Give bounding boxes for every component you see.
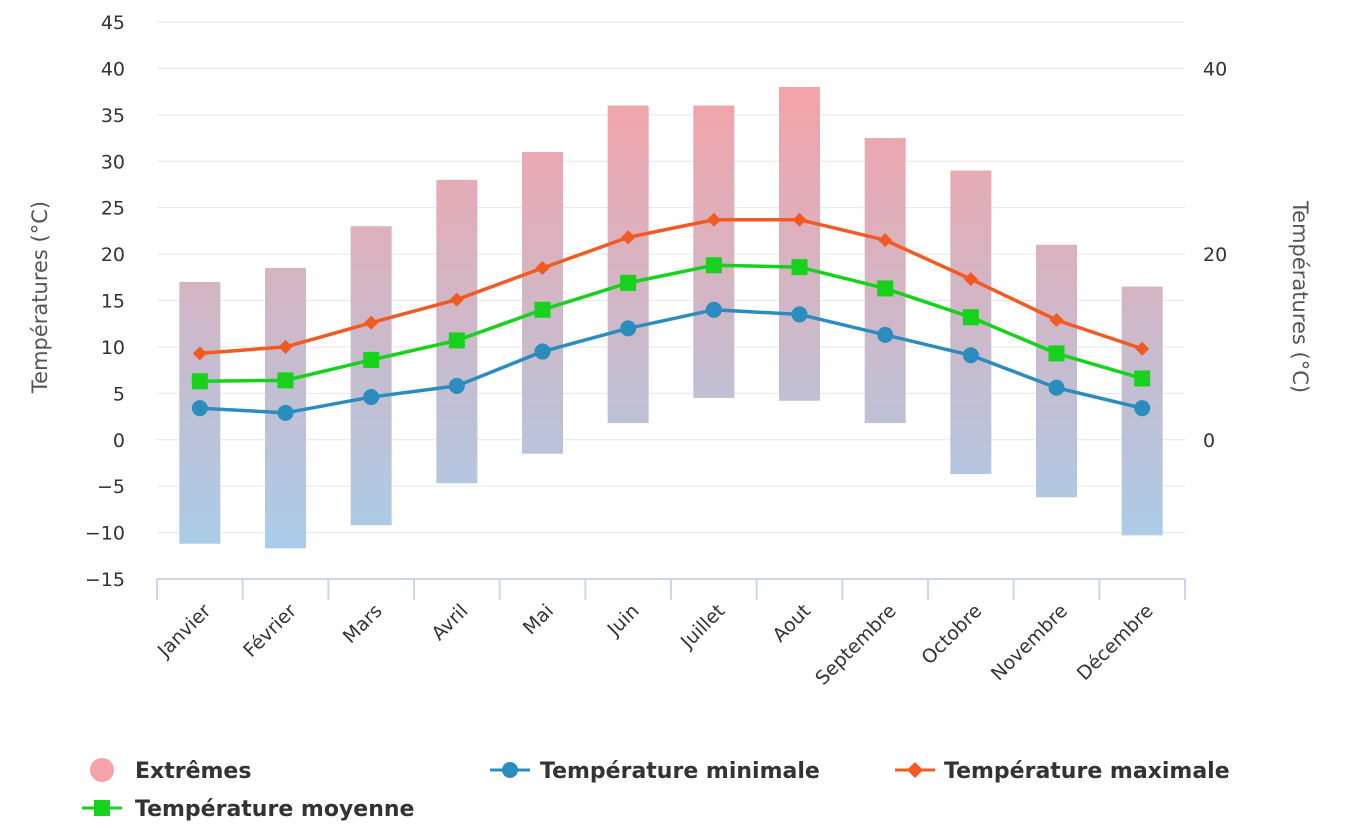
y-left-tick-label: 5	[113, 383, 125, 405]
min-point[interactable]	[448, 377, 465, 394]
legend-item-max[interactable]: Température maximale	[895, 759, 1230, 784]
y-right-tick-label: 20	[1203, 244, 1227, 266]
y-axis-right-ticks: 0 20 40	[1203, 58, 1227, 451]
y-right-tick-label: 40	[1203, 58, 1227, 80]
max-point[interactable]	[792, 212, 807, 227]
x-tick-label: Aout	[769, 600, 816, 647]
legend-max-marker	[907, 762, 923, 778]
max-point[interactable]	[364, 315, 379, 330]
x-tick-label: Septembre	[811, 600, 901, 690]
mean-point[interactable]	[791, 259, 808, 276]
series-2	[191, 257, 1151, 390]
x-tick-label: Décembre	[1073, 600, 1158, 685]
legend-min-label: Température minimale	[540, 759, 820, 784]
y-left-tick-label: 35	[101, 105, 125, 127]
min-point[interactable]	[277, 404, 294, 421]
x-tick-label: Octobre	[917, 600, 986, 669]
y-left-tick-label: 45	[101, 12, 125, 34]
x-tick-label: Janvier	[153, 600, 216, 663]
extremes-bar[interactable]	[350, 226, 392, 526]
y-left-tick-label: 15	[101, 291, 125, 313]
series-1	[192, 212, 1150, 361]
min-point[interactable]	[534, 343, 551, 360]
extremes-bar[interactable]	[779, 86, 820, 401]
y-left-tick-label: 30	[101, 151, 125, 173]
extremes-bar[interactable]	[693, 105, 735, 398]
min-point[interactable]	[191, 400, 208, 417]
x-tick-label: Novembre	[987, 600, 1072, 685]
mean-point[interactable]	[962, 309, 979, 326]
y-right-tick-label: 0	[1203, 430, 1215, 452]
x-axis-labels: Janvier Février Mars Avril Mai Juin Juillet Aou…	[153, 600, 1158, 690]
y-left-tick-label: −10	[85, 523, 125, 545]
legend-item-mean[interactable]: Température moyenne	[82, 797, 414, 822]
gridlines	[157, 21, 1185, 534]
extremes-bar[interactable]	[436, 179, 478, 484]
max-point[interactable]	[449, 292, 464, 307]
legend-min-marker	[502, 762, 518, 778]
extremes-bar[interactable]	[1036, 244, 1077, 498]
series-line	[199, 308, 1143, 415]
y-left-tick-label: 10	[101, 337, 125, 359]
x-tick-label: Juin	[603, 600, 644, 641]
mean-point[interactable]	[1134, 370, 1151, 387]
min-point[interactable]	[1048, 379, 1065, 396]
mean-point[interactable]	[1048, 345, 1065, 362]
y-left-tick-label: −5	[97, 476, 125, 498]
x-axis	[156, 578, 1186, 600]
mean-point[interactable]	[877, 280, 894, 297]
max-point[interactable]	[706, 212, 721, 227]
mean-point[interactable]	[705, 257, 722, 274]
mean-point[interactable]	[534, 301, 551, 318]
y-axis-right-title: Températures (°C)	[1288, 200, 1312, 393]
y-axis-left-title: Températures (°C)	[28, 201, 52, 394]
max-point[interactable]	[1135, 341, 1150, 356]
series-line	[199, 217, 1143, 356]
min-point[interactable]	[620, 320, 637, 337]
max-point[interactable]	[1049, 312, 1064, 327]
max-point[interactable]	[278, 339, 293, 354]
x-tick-label: Avril	[427, 600, 472, 645]
legend-max-label: Température maximale	[944, 759, 1230, 784]
y-left-tick-label: 40	[101, 58, 125, 80]
min-point[interactable]	[363, 389, 380, 406]
series-lines	[191, 212, 1151, 421]
min-point[interactable]	[877, 326, 894, 343]
max-point[interactable]	[621, 230, 636, 245]
mean-point[interactable]	[363, 351, 380, 368]
max-point[interactable]	[963, 272, 978, 287]
mean-point[interactable]	[448, 332, 465, 349]
legend-mean-label: Température moyenne	[135, 797, 414, 822]
extremes-bar[interactable]	[607, 105, 649, 424]
legend-extremes-label: Extrêmes	[135, 759, 251, 784]
legend-extremes-marker	[90, 758, 114, 782]
legend-mean-marker	[94, 800, 110, 816]
series-0	[191, 301, 1151, 421]
x-tick-label: Mars	[339, 600, 387, 648]
min-point[interactable]	[962, 347, 979, 364]
min-point[interactable]	[791, 306, 808, 323]
series-line	[199, 263, 1143, 384]
y-left-tick-label: 25	[101, 198, 125, 220]
mean-point[interactable]	[620, 274, 637, 291]
y-axis-left-ticks: −15 −10 −5 0 5 10 15 20 25 30 35 40 45	[85, 12, 125, 591]
x-tick-label: Mai	[519, 600, 558, 639]
legend: Extrêmes Température minimale Températur…	[82, 758, 1230, 822]
min-point[interactable]	[1134, 400, 1151, 417]
max-point[interactable]	[192, 346, 207, 361]
mean-point[interactable]	[277, 372, 294, 389]
mean-point[interactable]	[191, 373, 208, 390]
y-left-tick-label: 20	[101, 244, 125, 266]
legend-item-extremes[interactable]: Extrêmes	[90, 758, 251, 784]
y-left-tick-label: −15	[85, 569, 125, 591]
max-point[interactable]	[535, 261, 550, 276]
x-tick-label: Juillet	[676, 600, 729, 653]
min-point[interactable]	[705, 301, 722, 318]
max-point[interactable]	[878, 233, 893, 248]
legend-item-min[interactable]: Température minimale	[490, 759, 820, 784]
y-left-tick-label: 0	[113, 430, 125, 452]
x-tick-label: Février	[239, 600, 301, 662]
